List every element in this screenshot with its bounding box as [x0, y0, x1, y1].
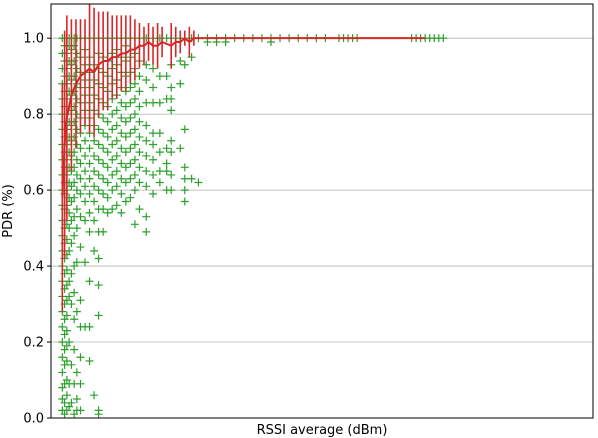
y-tick-label: 0.6: [23, 184, 44, 199]
y-tick-label: 0.0: [23, 412, 44, 427]
y-tick-label: 1.0: [23, 32, 44, 47]
x-axis-label: RSSI average (dBm): [257, 423, 388, 438]
y-tick-label: 0.8: [23, 108, 44, 123]
y-axis-label: PDR (%): [1, 184, 16, 238]
y-tick-label: 0.2: [23, 336, 44, 351]
y-tick-label: 0.4: [23, 260, 44, 275]
